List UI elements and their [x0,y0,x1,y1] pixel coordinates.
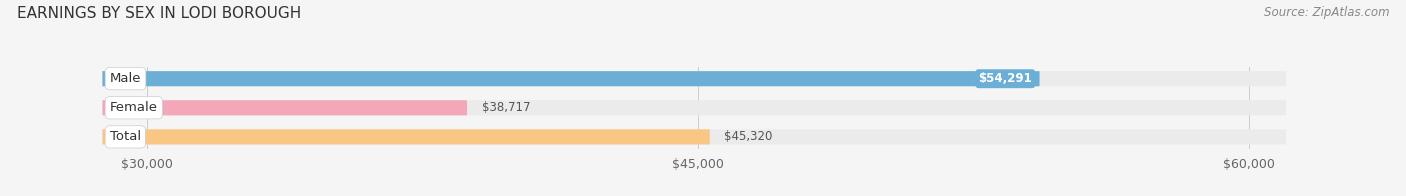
Text: Female: Female [110,101,157,114]
FancyBboxPatch shape [103,71,1039,86]
Text: $54,291: $54,291 [979,72,1032,85]
FancyBboxPatch shape [103,129,710,144]
Text: Source: ZipAtlas.com: Source: ZipAtlas.com [1264,6,1389,19]
Text: Total: Total [110,130,141,143]
Text: EARNINGS BY SEX IN LODI BOROUGH: EARNINGS BY SEX IN LODI BOROUGH [17,6,301,21]
Text: Male: Male [110,72,141,85]
FancyBboxPatch shape [103,71,1286,86]
Text: $45,320: $45,320 [724,130,773,143]
FancyBboxPatch shape [103,100,467,115]
FancyBboxPatch shape [103,129,1286,144]
Text: $38,717: $38,717 [482,101,530,114]
FancyBboxPatch shape [103,100,1286,115]
